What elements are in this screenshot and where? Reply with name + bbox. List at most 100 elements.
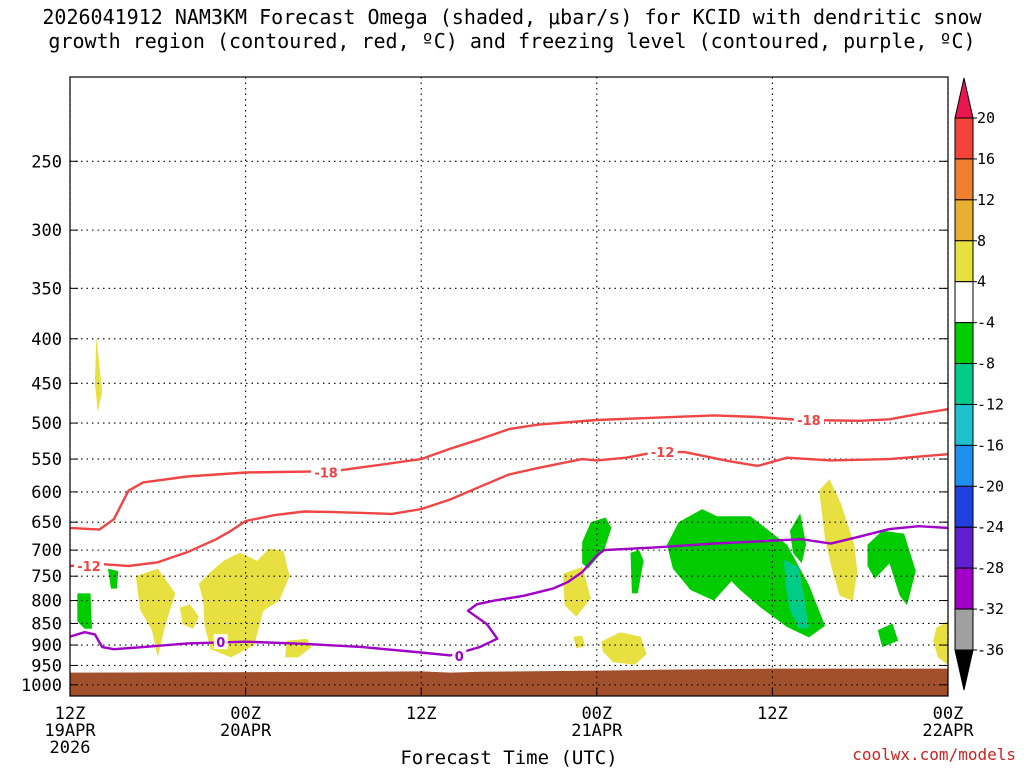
y-tick-label-1000: 1000 (21, 676, 62, 696)
omega-region-2 (582, 517, 612, 569)
colorbar: 20 16 12 8 4 -4 -8 -12 -16 -20 -24 -28 -32 -36 (954, 77, 1004, 691)
x-tick-label-0-0: 12Z (55, 704, 86, 724)
y-tick-label-600: 600 (31, 483, 62, 503)
y-tick-label-350: 350 (31, 279, 62, 299)
omega-region-10 (135, 568, 176, 658)
colorbar-swatch-1 (954, 158, 974, 201)
omega-region-9 (94, 336, 103, 412)
colorbar-swatch-9 (954, 485, 974, 528)
omega-shading (77, 336, 948, 665)
x-tick-label-0-2: 2026 (50, 738, 91, 758)
colorbar-label-7: -12 (977, 395, 1004, 413)
contour-label-bg-2-0 (213, 634, 228, 650)
plot-frame (69, 76, 949, 697)
colorbar-swatch-4 (954, 281, 974, 324)
colorbar-swatch-12 (954, 608, 974, 651)
x-tick-label-24-0: 12Z (406, 704, 437, 724)
omega-region-16 (601, 632, 647, 665)
y-tick-label-500: 500 (31, 414, 62, 434)
omega-region-15 (573, 635, 586, 649)
omega-region-17 (819, 479, 858, 601)
colorbar-swatch-6 (954, 363, 974, 405)
x-tick-label-36-1: 21APR (571, 721, 623, 741)
ground-layer (70, 668, 948, 696)
omega-region-7 (877, 623, 899, 648)
colorbar-label-9: -20 (977, 477, 1004, 495)
omega-region-1 (108, 568, 119, 589)
y-tick-label-800: 800 (31, 592, 62, 612)
y-tick-label-900: 900 (31, 636, 62, 656)
omega-region-3 (667, 509, 826, 638)
colorbar-label-3: 8 (977, 232, 986, 250)
colorbar-swatch-7 (954, 403, 974, 446)
y-tick-label-550: 550 (31, 450, 62, 470)
x-tick-label-12-0: 00Z (230, 704, 261, 724)
x-tick-label-12-1: 20APR (220, 721, 272, 741)
contour-label-bg-0-1 (793, 412, 824, 428)
contour-lines: -18 -18 -12 -12 0 0 (69, 408, 949, 665)
colorbar-label-6: -8 (977, 355, 995, 373)
contour-label-bg-2-1 (452, 648, 467, 664)
x-tick-label-0-1: 19APR (44, 721, 96, 741)
x-tick-label-48-0: 12Z (757, 704, 788, 724)
contour-label-bg-1-0 (74, 557, 105, 573)
colorbar-label-12: -32 (977, 600, 1004, 618)
credit-text: coolwx.com/models (852, 745, 1016, 764)
contour-line-2 (69, 525, 949, 657)
colorbar-label-13: -36 (977, 641, 1004, 659)
x-tick-label-60-1: 22APR (922, 721, 974, 741)
colorbar-label-0: 20 (977, 109, 995, 127)
x-axis-title: Forecast Time (UTC) (400, 747, 617, 768)
omega-region-6 (867, 530, 916, 606)
chart-title-line2: growth region (contoured, red, ºC) and f… (48, 29, 976, 53)
contour-label-1-1: -12 (651, 446, 675, 461)
colorbar-swatch-11 (954, 567, 974, 610)
colorbar-label-1: 16 (977, 150, 995, 168)
omega-region-4 (630, 550, 644, 594)
y-tick-label-700: 700 (31, 541, 62, 561)
colorbar-swatch-0 (954, 117, 974, 160)
colorbar-swatch-2 (954, 199, 974, 242)
contour-line-1 (69, 450, 949, 568)
colorbar-bottom-arrow (954, 649, 974, 691)
y-tick-label-850: 850 (31, 614, 62, 634)
contour-label-2-0: 0 (216, 636, 225, 651)
colorbar-label-5: -4 (977, 314, 995, 332)
omega-region-13 (285, 638, 312, 658)
contour-label-bg-1-1 (647, 444, 678, 460)
omega-region-0 (77, 593, 92, 629)
colorbar-label-2: 12 (977, 191, 995, 209)
y-tick-label-450: 450 (31, 374, 62, 394)
y-tick-label-250: 250 (31, 152, 62, 172)
grid-lines (69, 77, 949, 696)
y-tick-label-650: 650 (31, 513, 62, 533)
colorbar-label-8: -16 (977, 436, 1004, 454)
colorbar-label-10: -24 (977, 518, 1004, 536)
axes: 2503003504004505005506006507007508008509… (21, 76, 974, 768)
y-tick-label-300: 300 (31, 221, 62, 241)
y-tick-label-400: 400 (31, 330, 62, 350)
contour-label-0-0: -18 (314, 467, 338, 482)
contour-label-bg-0-0 (311, 464, 342, 480)
omega-region-8 (784, 559, 809, 629)
omega-region-12 (198, 548, 290, 658)
y-tick-label-750: 750 (31, 567, 62, 587)
omega-region-11 (179, 604, 199, 629)
colorbar-label-11: -28 (977, 559, 1004, 577)
x-tick-label-60-0: 00Z (933, 704, 964, 724)
colorbar-top-arrow (954, 77, 974, 119)
colorbar-label-4: 4 (977, 273, 986, 291)
contour-label-0-1: -18 (797, 414, 821, 429)
chart-title-line1: 2026041912 NAM3KM Forecast Omega (shaded… (42, 5, 982, 29)
y-tick-label-950: 950 (31, 656, 62, 676)
colorbar-swatch-3 (954, 240, 974, 283)
ground-fill (70, 668, 948, 696)
contour-label-1-0: -12 (77, 560, 101, 575)
contour-label-2-1: 0 (455, 650, 464, 665)
colorbar-swatch-10 (954, 526, 974, 569)
x-tick-label-36-0: 00Z (581, 704, 612, 724)
colorbar-swatch-8 (954, 444, 974, 487)
colorbar-swatch-5 (954, 322, 974, 365)
omega-region-18 (933, 621, 948, 665)
